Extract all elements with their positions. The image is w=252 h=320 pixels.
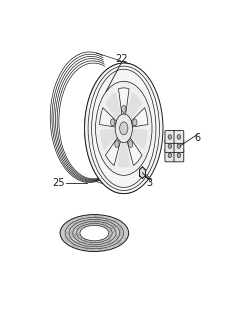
- FancyBboxPatch shape: [164, 131, 174, 143]
- Ellipse shape: [119, 122, 128, 135]
- Polygon shape: [118, 88, 129, 114]
- Polygon shape: [127, 92, 141, 118]
- FancyBboxPatch shape: [173, 131, 183, 143]
- Text: 6: 6: [194, 133, 200, 143]
- Ellipse shape: [128, 140, 132, 148]
- Ellipse shape: [95, 81, 151, 175]
- Polygon shape: [118, 144, 129, 167]
- Ellipse shape: [176, 144, 180, 148]
- Ellipse shape: [121, 106, 125, 112]
- Ellipse shape: [167, 135, 171, 139]
- Ellipse shape: [114, 140, 119, 148]
- Polygon shape: [105, 138, 120, 165]
- Polygon shape: [106, 92, 120, 118]
- Ellipse shape: [176, 135, 180, 139]
- Ellipse shape: [115, 114, 132, 143]
- Text: 22: 22: [115, 54, 128, 64]
- Ellipse shape: [167, 144, 171, 148]
- Polygon shape: [131, 129, 146, 149]
- Ellipse shape: [176, 153, 180, 158]
- FancyBboxPatch shape: [164, 149, 174, 162]
- Text: 3: 3: [146, 178, 152, 188]
- Ellipse shape: [80, 225, 108, 241]
- Polygon shape: [100, 129, 115, 149]
- Ellipse shape: [167, 153, 171, 158]
- Ellipse shape: [110, 119, 114, 126]
- Ellipse shape: [60, 215, 128, 252]
- FancyBboxPatch shape: [173, 140, 183, 153]
- Ellipse shape: [84, 63, 162, 194]
- Polygon shape: [131, 108, 147, 127]
- Polygon shape: [127, 138, 141, 165]
- FancyBboxPatch shape: [173, 149, 183, 162]
- Ellipse shape: [132, 119, 137, 126]
- Polygon shape: [139, 167, 145, 179]
- Polygon shape: [99, 108, 116, 127]
- FancyBboxPatch shape: [164, 140, 174, 153]
- Text: 25: 25: [52, 178, 64, 188]
